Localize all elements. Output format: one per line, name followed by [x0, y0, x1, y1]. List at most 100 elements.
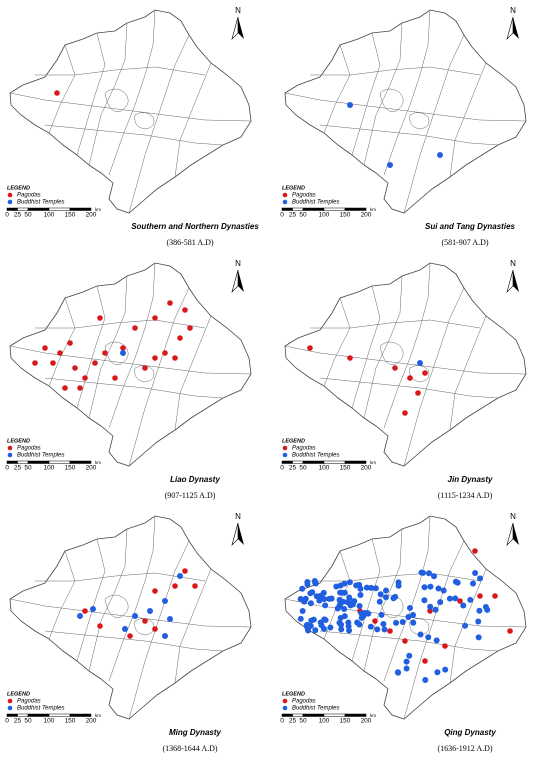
- north-label: N: [235, 512, 241, 521]
- temple-point: [305, 627, 312, 634]
- temple-point: [476, 607, 483, 614]
- boundary: [48, 550, 76, 640]
- temple-point: [299, 608, 306, 615]
- temple-point: [470, 580, 477, 587]
- temple-point: [407, 604, 414, 611]
- north-arrow: [238, 17, 244, 39]
- scale-segment: [323, 713, 346, 717]
- legend-marker: [7, 199, 13, 205]
- boundary: [449, 315, 487, 431]
- province-outline: [284, 9, 527, 214]
- scale-label: 200: [361, 718, 372, 725]
- temple-point: [435, 585, 442, 592]
- pagoda-point: [152, 588, 158, 594]
- scale-segment: [302, 207, 325, 211]
- temple-point: [437, 599, 444, 606]
- scale-label: 50: [24, 465, 32, 472]
- scale-label: 200: [361, 212, 372, 219]
- pagoda-point: [167, 300, 173, 306]
- temple-point: [77, 613, 83, 619]
- boundary: [104, 88, 129, 112]
- temple-point: [347, 102, 353, 108]
- boundary: [88, 22, 128, 166]
- north-arrow: [231, 269, 239, 294]
- scale-label: 25: [14, 718, 22, 725]
- boundary: [9, 598, 252, 628]
- legend-title: LEGEND: [282, 691, 305, 697]
- temple-point: [308, 617, 315, 624]
- legend-label: Buddhist Temples: [17, 453, 64, 459]
- temple-point: [431, 573, 438, 580]
- pagoda-point: [307, 345, 313, 351]
- boundary: [409, 618, 430, 636]
- legend-title: LEGEND: [7, 438, 30, 444]
- pagoda-point: [142, 365, 148, 371]
- temple-point: [372, 585, 379, 592]
- temple-point: [346, 594, 353, 601]
- pagoda-point: [442, 643, 448, 649]
- scale-segment: [6, 713, 18, 717]
- pagoda-point: [507, 628, 513, 634]
- pagoda-point: [347, 355, 353, 361]
- legend-label: Buddhist Temples: [292, 706, 339, 712]
- legend-label: Buddhist Temples: [292, 200, 339, 206]
- panel-title: Liao Dynasty: [170, 475, 220, 484]
- temple-point: [377, 591, 384, 598]
- scale-label: 200: [86, 718, 97, 725]
- boundary: [363, 275, 403, 419]
- legend-label: Pagodas: [17, 446, 41, 452]
- temple-point: [394, 669, 401, 676]
- panel-title: Southern and Northern Dynasties: [131, 222, 259, 231]
- boundary: [319, 377, 499, 399]
- legend-marker: [7, 705, 13, 711]
- legend-label: Buddhist Temples: [17, 706, 64, 712]
- pagoda-point: [387, 628, 393, 634]
- scale-label: 0: [5, 212, 9, 219]
- province-outline: [284, 262, 527, 467]
- temple-point: [425, 634, 432, 641]
- scale-segment: [27, 460, 50, 464]
- legend-label: Pagodas: [292, 699, 316, 705]
- temple-point: [395, 582, 402, 589]
- legend-marker: [7, 698, 13, 704]
- scale-label: 100: [319, 465, 330, 472]
- pagoda-point: [132, 325, 138, 331]
- pagoda-point: [427, 608, 433, 614]
- temple-point: [321, 625, 328, 632]
- temple-point: [162, 598, 168, 604]
- province-outline: [284, 515, 527, 720]
- scale-label: 200: [86, 465, 97, 472]
- pagoda-point: [97, 623, 103, 629]
- pagoda-point: [82, 375, 88, 381]
- pagoda-point: [152, 355, 158, 361]
- north-label: N: [510, 6, 516, 15]
- pagoda-point: [402, 410, 408, 416]
- temple-point: [353, 582, 360, 589]
- boundary: [35, 572, 206, 582]
- temple-point: [421, 597, 428, 604]
- province-outline: [9, 9, 252, 214]
- temple-point: [427, 603, 434, 610]
- pagoda-point: [182, 307, 188, 313]
- boundary: [174, 315, 212, 431]
- pagoda-point: [142, 618, 148, 624]
- pagoda-point: [472, 548, 478, 554]
- temple-point: [90, 606, 96, 612]
- scale-segment: [344, 460, 367, 464]
- scale-label: 50: [299, 212, 307, 219]
- legend-title: LEGEND: [282, 438, 305, 444]
- boundary: [323, 297, 351, 387]
- temple-point: [132, 613, 138, 619]
- scale-label: 150: [65, 718, 76, 725]
- temple-point: [336, 596, 343, 603]
- boundary: [108, 262, 156, 429]
- temple-point: [390, 595, 397, 602]
- scale-segment: [302, 713, 325, 717]
- pagoda-point: [57, 350, 63, 356]
- scale-segment: [281, 460, 293, 464]
- boundary: [9, 345, 252, 375]
- scale-label: 25: [289, 212, 297, 219]
- scale-label: 150: [340, 212, 351, 219]
- boundary: [35, 319, 206, 329]
